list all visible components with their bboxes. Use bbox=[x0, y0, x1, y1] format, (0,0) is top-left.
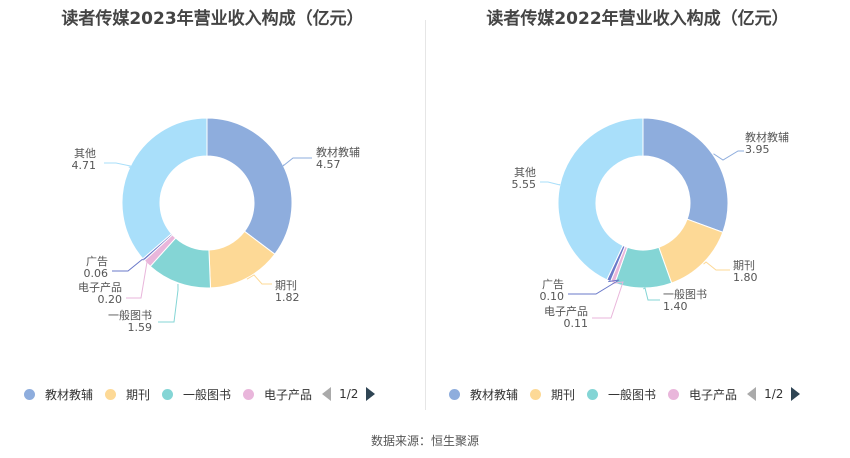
slice-value-label: 0.11 bbox=[564, 317, 589, 330]
legend-item-qikan[interactable]: 期刊 bbox=[530, 386, 575, 403]
slice-value-label: 4.71 bbox=[72, 159, 97, 172]
label-leader-line bbox=[112, 257, 145, 272]
slice-name-label: 电子产品 bbox=[544, 304, 588, 318]
donut-slice[interactable] bbox=[642, 117, 729, 233]
legend-label: 电子产品 bbox=[689, 387, 738, 402]
legend-next-icon[interactable] bbox=[791, 387, 801, 401]
legend-label: 一般图书 bbox=[608, 387, 657, 402]
slice-value-label: 0.20 bbox=[98, 293, 123, 306]
panel-divider bbox=[425, 20, 426, 410]
slice-name-label: 一般图书 bbox=[108, 309, 152, 322]
slice-name-label: 教材教辅 bbox=[316, 145, 360, 159]
slice-value-label: 0.10 bbox=[540, 290, 565, 303]
label-leader-line bbox=[713, 150, 744, 161]
legend-2022: 教材教辅 期刊 一般图书 电子产品 1/2 bbox=[449, 384, 801, 404]
legend-dot bbox=[24, 388, 35, 400]
slice-name-label: 其他 bbox=[74, 147, 96, 160]
slice-value-label: 1.80 bbox=[733, 271, 758, 284]
slice-name-label: 广告 bbox=[86, 255, 108, 268]
legend-item-yibantushu[interactable]: 一般图书 bbox=[162, 386, 231, 403]
legend-item-dianzi[interactable]: 电子产品 bbox=[668, 386, 737, 403]
label-leader-line bbox=[568, 279, 620, 295]
legend-pager: 1/2 bbox=[747, 387, 801, 401]
legend-label: 一般图书 bbox=[183, 387, 232, 402]
legend-dot bbox=[449, 388, 460, 400]
slice-name-label: 其他 bbox=[514, 166, 536, 179]
legend-prev-icon[interactable] bbox=[747, 387, 757, 401]
legend-pager: 1/2 bbox=[322, 387, 376, 401]
legend-2023: 教材教辅 期刊 一般图书 电子产品 1/2 bbox=[24, 384, 376, 404]
data-source-note: 数据来源：恒生聚源 bbox=[370, 434, 479, 448]
legend-label: 教材教辅 bbox=[45, 387, 94, 402]
slice-value-label: 4.57 bbox=[316, 158, 341, 171]
legend-item-qikan[interactable]: 期刊 bbox=[105, 386, 150, 403]
slice-name-label: 教材教辅 bbox=[745, 130, 789, 144]
legend-item-dianzi[interactable]: 电子产品 bbox=[243, 386, 312, 403]
donut-slice[interactable] bbox=[557, 117, 644, 281]
slice-value-label: 1.82 bbox=[275, 291, 300, 304]
legend-dot bbox=[162, 388, 174, 400]
legend-dot bbox=[530, 388, 542, 400]
donut-slice[interactable] bbox=[121, 117, 208, 260]
legend-dot bbox=[105, 388, 117, 400]
legend-dot bbox=[243, 388, 255, 400]
label-leader-line bbox=[104, 162, 136, 168]
chart-panel-2022: 读者传媒2022年营业收入构成（亿元） 教材教辅 3.95 期刊 1.80 一般图书 1.… bbox=[425, 0, 850, 415]
label-leader-line bbox=[126, 261, 148, 299]
legend-item-yibantushu[interactable]: 一般图书 bbox=[587, 386, 656, 403]
legend-dot bbox=[587, 388, 599, 400]
slice-value-label: 3.95 bbox=[745, 143, 770, 156]
legend-prev-icon[interactable] bbox=[322, 387, 332, 401]
label-leader-line bbox=[592, 281, 624, 319]
legend-page-indicator: 1/2 bbox=[339, 387, 359, 401]
slice-name-label: 期刊 bbox=[733, 259, 755, 272]
donut-slice[interactable] bbox=[206, 117, 293, 255]
legend-label: 教材教辅 bbox=[470, 387, 519, 402]
legend-next-icon[interactable] bbox=[366, 387, 376, 401]
legend-label: 电子产品 bbox=[264, 387, 313, 402]
slice-name-label: 一般图书 bbox=[663, 288, 707, 301]
chart-title-2023: 读者传媒2023年营业收入构成（亿元） bbox=[61, 9, 364, 29]
legend-label: 期刊 bbox=[551, 387, 576, 402]
slice-value-label: 5.55 bbox=[512, 178, 537, 191]
slice-name-label: 电子产品 bbox=[78, 280, 122, 294]
label-leader-line bbox=[158, 283, 179, 323]
legend-item-jiaocai[interactable]: 教材教辅 bbox=[24, 386, 93, 403]
chart-panel-2023: 读者传媒2023年营业收入构成（亿元） 教材教辅 4.57 期刊 1.82 一般图书 1.… bbox=[0, 0, 425, 415]
label-leader-line bbox=[540, 181, 561, 186]
legend-page-indicator: 1/2 bbox=[764, 387, 784, 401]
slice-value-label: 0.06 bbox=[84, 267, 109, 280]
label-leader-line bbox=[703, 261, 730, 271]
legend-label: 期刊 bbox=[126, 387, 151, 402]
slice-name-label: 期刊 bbox=[275, 279, 297, 292]
label-leader-line bbox=[642, 287, 660, 301]
chart-title-2022: 读者传媒2022年营业收入构成（亿元） bbox=[486, 9, 789, 29]
label-leader-line bbox=[282, 157, 312, 167]
slice-name-label: 广告 bbox=[542, 278, 564, 291]
legend-dot bbox=[668, 388, 680, 400]
legend-item-jiaocai[interactable]: 教材教辅 bbox=[449, 386, 518, 403]
slice-value-label: 1.59 bbox=[128, 321, 153, 334]
slice-value-label: 1.40 bbox=[663, 300, 688, 313]
label-leader-line bbox=[246, 274, 272, 285]
